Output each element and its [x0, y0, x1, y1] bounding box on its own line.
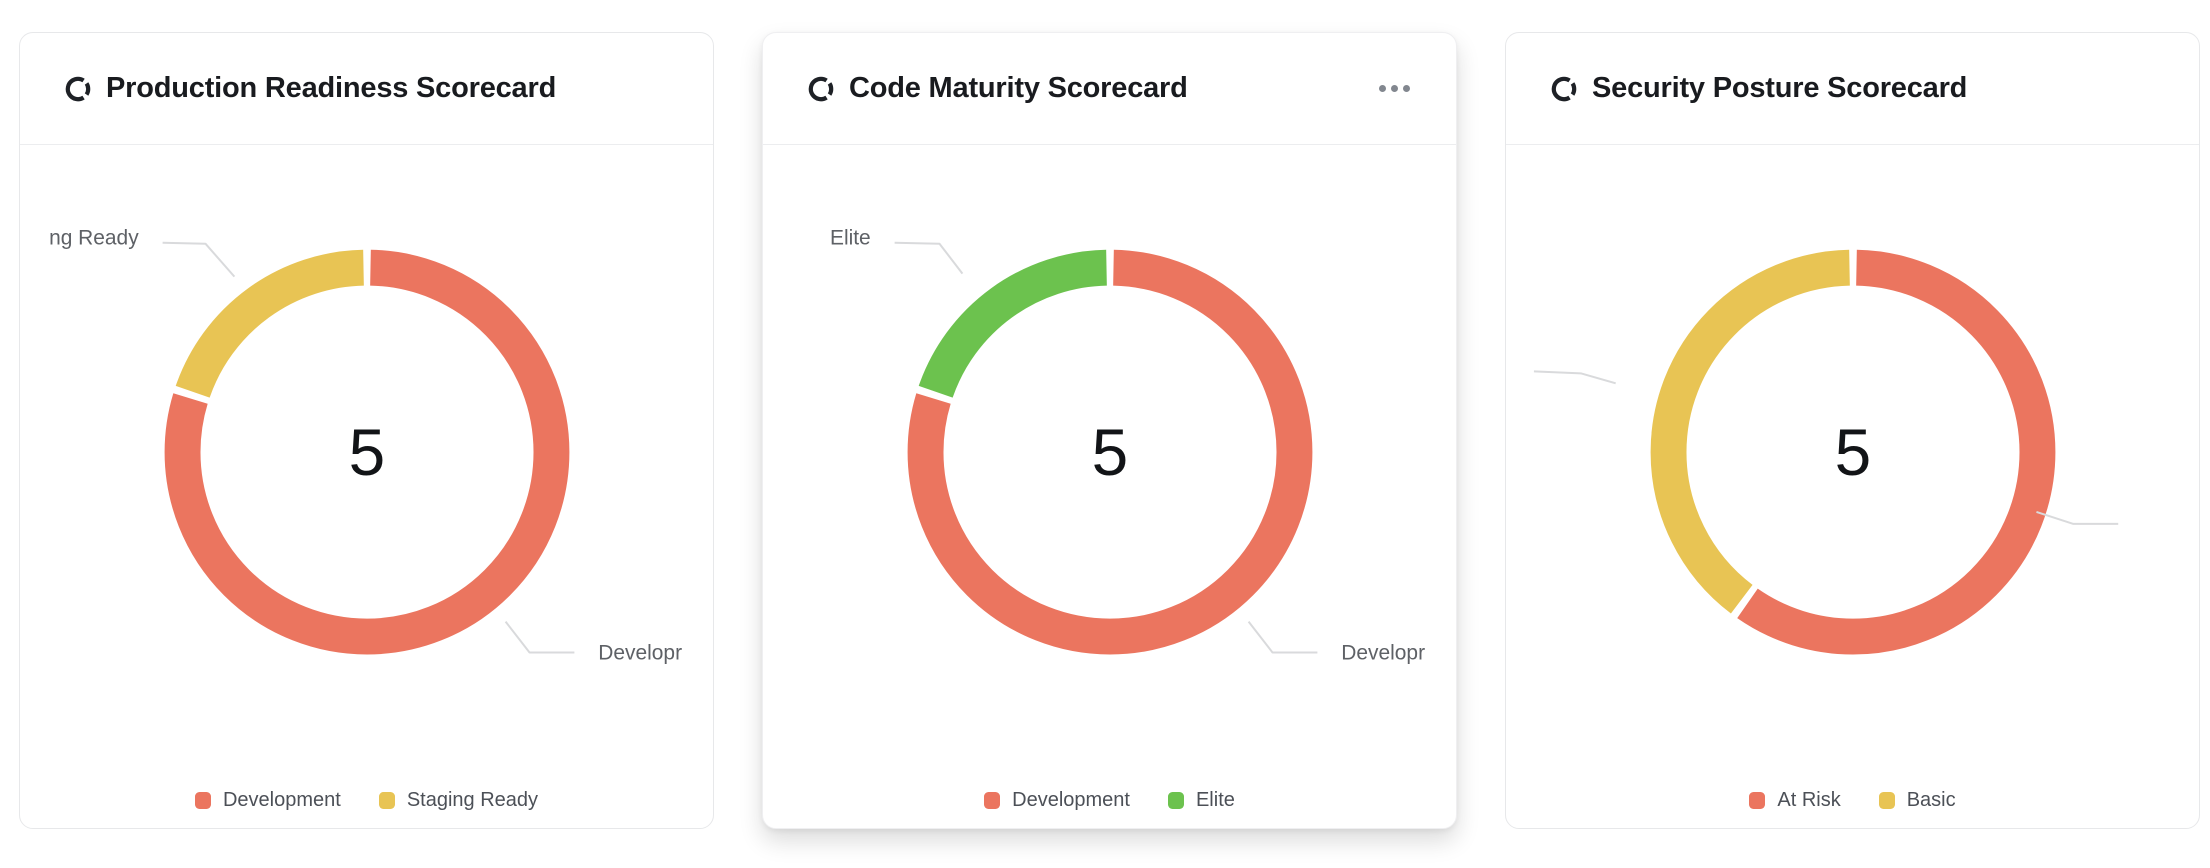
more-options-button[interactable] [1377, 79, 1412, 98]
card-header: Security Posture Scorecard [1506, 33, 2199, 145]
donut-chart-production: ng Ready Developr 5 Development Staging … [20, 145, 713, 828]
legend-label: Elite [1195, 789, 1235, 811]
legend-label: Development [222, 789, 341, 811]
chart-legend: Development Staging Ready [20, 789, 713, 812]
total-count: 5 [1835, 415, 1872, 489]
segment-callout-label: ng Ready [49, 227, 139, 250]
chart-legend: At Risk Basic [1506, 789, 2199, 812]
legend-item[interactable]: Elite [1167, 789, 1235, 812]
legend-label: Basic [1906, 789, 1956, 811]
legend-marker [1878, 792, 1895, 809]
legend-marker [378, 792, 395, 809]
legend-item[interactable]: Basic [1878, 789, 1956, 812]
card-production-readiness: Production Readiness Scorecard ng Ready … [19, 32, 714, 829]
legend-item[interactable]: Development [194, 789, 341, 812]
donut-segment[interactable] [1650, 249, 2056, 655]
legend-item[interactable]: At Risk [1749, 789, 1841, 812]
legend-marker [984, 792, 1001, 809]
total-count: 5 [349, 415, 386, 489]
card-security-posture: Security Posture Scorecard 5 At Risk [1505, 32, 2200, 829]
label-leader-line [1533, 370, 1616, 385]
legend-marker [1167, 792, 1184, 809]
label-leader-line [2036, 510, 2119, 525]
ellipsis-icon [1391, 85, 1398, 92]
scorecard-ring-icon [64, 75, 92, 103]
donut-segment[interactable] [164, 249, 570, 655]
legend-label: Development [1012, 789, 1130, 811]
card-header: Production Readiness Scorecard [20, 33, 713, 145]
ellipsis-icon [1379, 85, 1386, 92]
segment-callout-label: Developr [598, 641, 682, 664]
card-title: Code Maturity Scorecard [849, 72, 1188, 104]
donut-chart-security: 5 At Risk Basic [1506, 145, 2199, 828]
legend-item[interactable]: Development [984, 789, 1130, 812]
card-header: Code Maturity Scorecard [763, 33, 1456, 145]
card-title: Production Readiness Scorecard [106, 72, 557, 104]
chart-legend: Development Elite [763, 789, 1456, 812]
label-leader-line [894, 241, 964, 275]
legend-label: Staging Ready [406, 789, 539, 811]
donut-segment[interactable] [907, 249, 1313, 655]
legend-marker [1749, 792, 1766, 809]
segment-callout-label: Developr [1341, 641, 1425, 664]
scorecard-ring-icon [1550, 75, 1578, 103]
donut-chart-code-maturity: Elite Developr 5 Development Elite [763, 145, 1456, 828]
label-leader-line [162, 241, 236, 278]
legend-item[interactable]: Staging Ready [378, 789, 539, 812]
donut-segment[interactable] [1650, 249, 2056, 655]
card-title: Security Posture Scorecard [1592, 72, 1968, 104]
legend-marker [194, 792, 211, 809]
label-leader-line [504, 620, 575, 654]
label-leader-line [1247, 620, 1318, 654]
segment-callout-label: Elite [830, 227, 871, 250]
card-code-maturity: Code Maturity Scorecard Elite Developr 5 [762, 32, 1457, 829]
scorecards-row: Production Readiness Scorecard ng Ready … [19, 32, 2200, 829]
ellipsis-icon [1403, 85, 1410, 92]
legend-label: At Risk [1777, 789, 1841, 811]
scorecard-ring-icon [807, 75, 835, 103]
total-count: 5 [1092, 415, 1129, 489]
